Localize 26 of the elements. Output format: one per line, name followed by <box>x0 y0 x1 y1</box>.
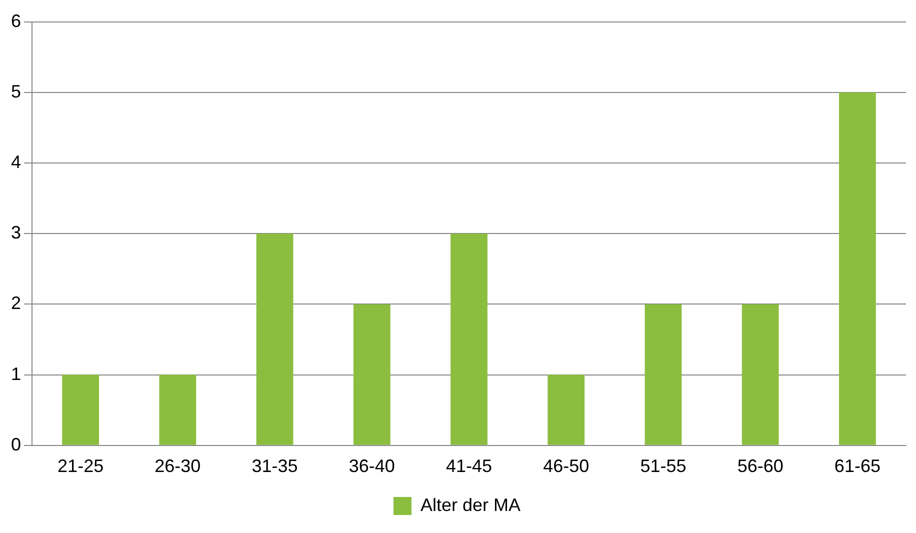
y-tick-label: 5 <box>10 81 22 102</box>
x-tick-label: 36-40 <box>348 456 395 476</box>
x-tick-label: 31-35 <box>252 456 298 476</box>
bar <box>742 304 779 445</box>
x-tick-label: 61-65 <box>834 456 880 476</box>
x-tick-label: 56-60 <box>737 456 784 476</box>
y-tick-label: 3 <box>10 222 22 243</box>
bar <box>159 374 196 445</box>
bar <box>548 374 585 445</box>
bar <box>62 374 100 445</box>
bar <box>450 234 488 445</box>
bar <box>644 304 682 445</box>
y-tick-label: 6 <box>10 10 22 31</box>
x-tick-label: 46-50 <box>543 456 590 476</box>
bar <box>353 304 390 445</box>
bar <box>256 234 294 445</box>
y-tick-label: 4 <box>10 152 22 172</box>
y-tick-label: 0 <box>10 434 22 454</box>
bar <box>838 92 876 445</box>
x-tick-label: 41-45 <box>446 456 492 476</box>
y-tick-label: 2 <box>10 293 22 314</box>
x-tick-label: 21-25 <box>58 456 104 476</box>
y-tick-label: 1 <box>10 364 22 384</box>
x-tick-label: 26-30 <box>154 456 201 476</box>
legend-label: Alter der MA <box>420 494 521 515</box>
x-tick-label: 51-55 <box>640 456 686 476</box>
